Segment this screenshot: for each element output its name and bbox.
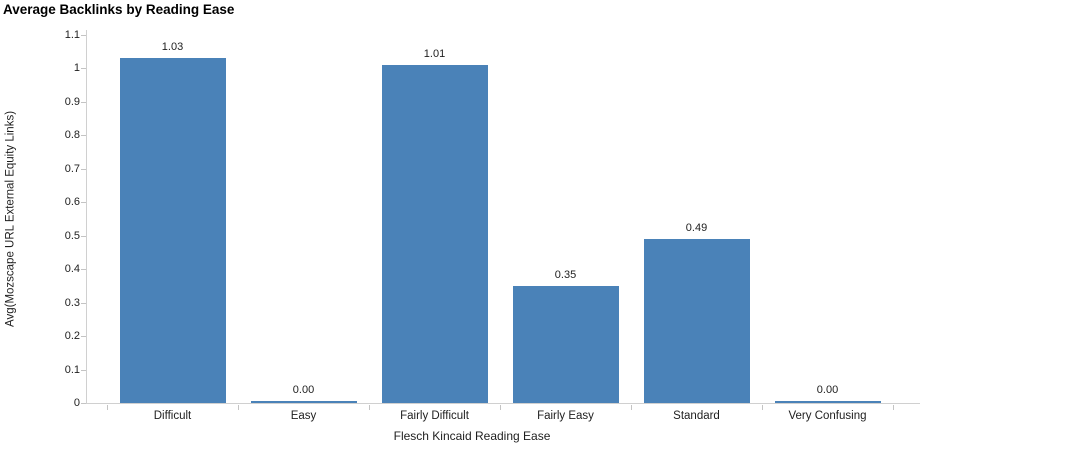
y-tick-label: 0.6 xyxy=(64,196,80,208)
y-tick-mark xyxy=(81,403,86,404)
x-tick-mark xyxy=(893,405,894,410)
x-tick-mark xyxy=(500,405,501,410)
y-tick-label: 0.7 xyxy=(64,163,80,175)
x-tick-mark xyxy=(107,405,108,410)
x-axis-line xyxy=(86,403,920,404)
chart-title: Average Backlinks by Reading Ease xyxy=(3,2,235,17)
x-tick-mark xyxy=(762,405,763,410)
bar-value-label: 0.35 xyxy=(554,269,577,281)
x-category-label: Fairly Easy xyxy=(537,410,594,422)
y-tick-mark xyxy=(81,370,86,371)
bar-standard[interactable] xyxy=(644,239,750,403)
y-tick-label: 1 xyxy=(73,62,80,74)
y-tick-mark xyxy=(81,102,86,103)
x-tick-mark xyxy=(238,405,239,410)
y-tick-mark xyxy=(81,336,86,337)
x-category-label: Easy xyxy=(290,410,317,422)
y-tick-label: 0.2 xyxy=(64,330,80,342)
bar-very-confusing[interactable] xyxy=(775,401,881,403)
y-tick-label: 0 xyxy=(73,397,80,409)
bar-value-label: 1.01 xyxy=(423,48,446,60)
y-tick-label: 0.5 xyxy=(64,230,80,242)
y-tick-mark xyxy=(81,269,86,270)
bar-fairly-easy[interactable] xyxy=(513,286,619,403)
bar-value-label: 0.00 xyxy=(816,384,839,396)
y-tick-mark xyxy=(81,303,86,304)
x-tick-mark xyxy=(369,405,370,410)
bar-value-label: 1.03 xyxy=(161,41,184,53)
bar-value-label: 0.00 xyxy=(292,384,315,396)
y-axis-title: Avg(Mozscape URL External Equity Links) xyxy=(4,110,17,328)
y-tick-mark xyxy=(81,135,86,136)
y-tick-mark xyxy=(81,202,86,203)
x-tick-mark xyxy=(631,405,632,410)
y-axis-line xyxy=(86,30,87,404)
x-axis-title: Flesch Kincaid Reading Ease xyxy=(393,429,551,443)
x-category-label: Very Confusing xyxy=(788,410,867,422)
bar-fairly-difficult[interactable] xyxy=(382,65,488,403)
bar-difficult[interactable] xyxy=(120,58,226,403)
x-category-label: Fairly Difficult xyxy=(400,410,469,422)
x-category-label: Standard xyxy=(673,410,720,422)
y-tick-mark xyxy=(81,68,86,69)
y-tick-label: 0.9 xyxy=(64,96,80,108)
y-tick-label: 0.3 xyxy=(64,297,80,309)
x-category-label: Difficult xyxy=(153,410,192,422)
y-tick-label: 1.1 xyxy=(64,29,80,41)
y-tick-label: 0.4 xyxy=(64,263,80,275)
bar-easy[interactable] xyxy=(251,401,357,403)
y-tick-mark xyxy=(81,35,86,36)
y-tick-mark xyxy=(81,236,86,237)
y-tick-mark xyxy=(81,169,86,170)
bar-value-label: 0.49 xyxy=(685,222,708,234)
y-tick-label: 0.8 xyxy=(64,129,80,141)
y-tick-label: 0.1 xyxy=(64,364,80,376)
